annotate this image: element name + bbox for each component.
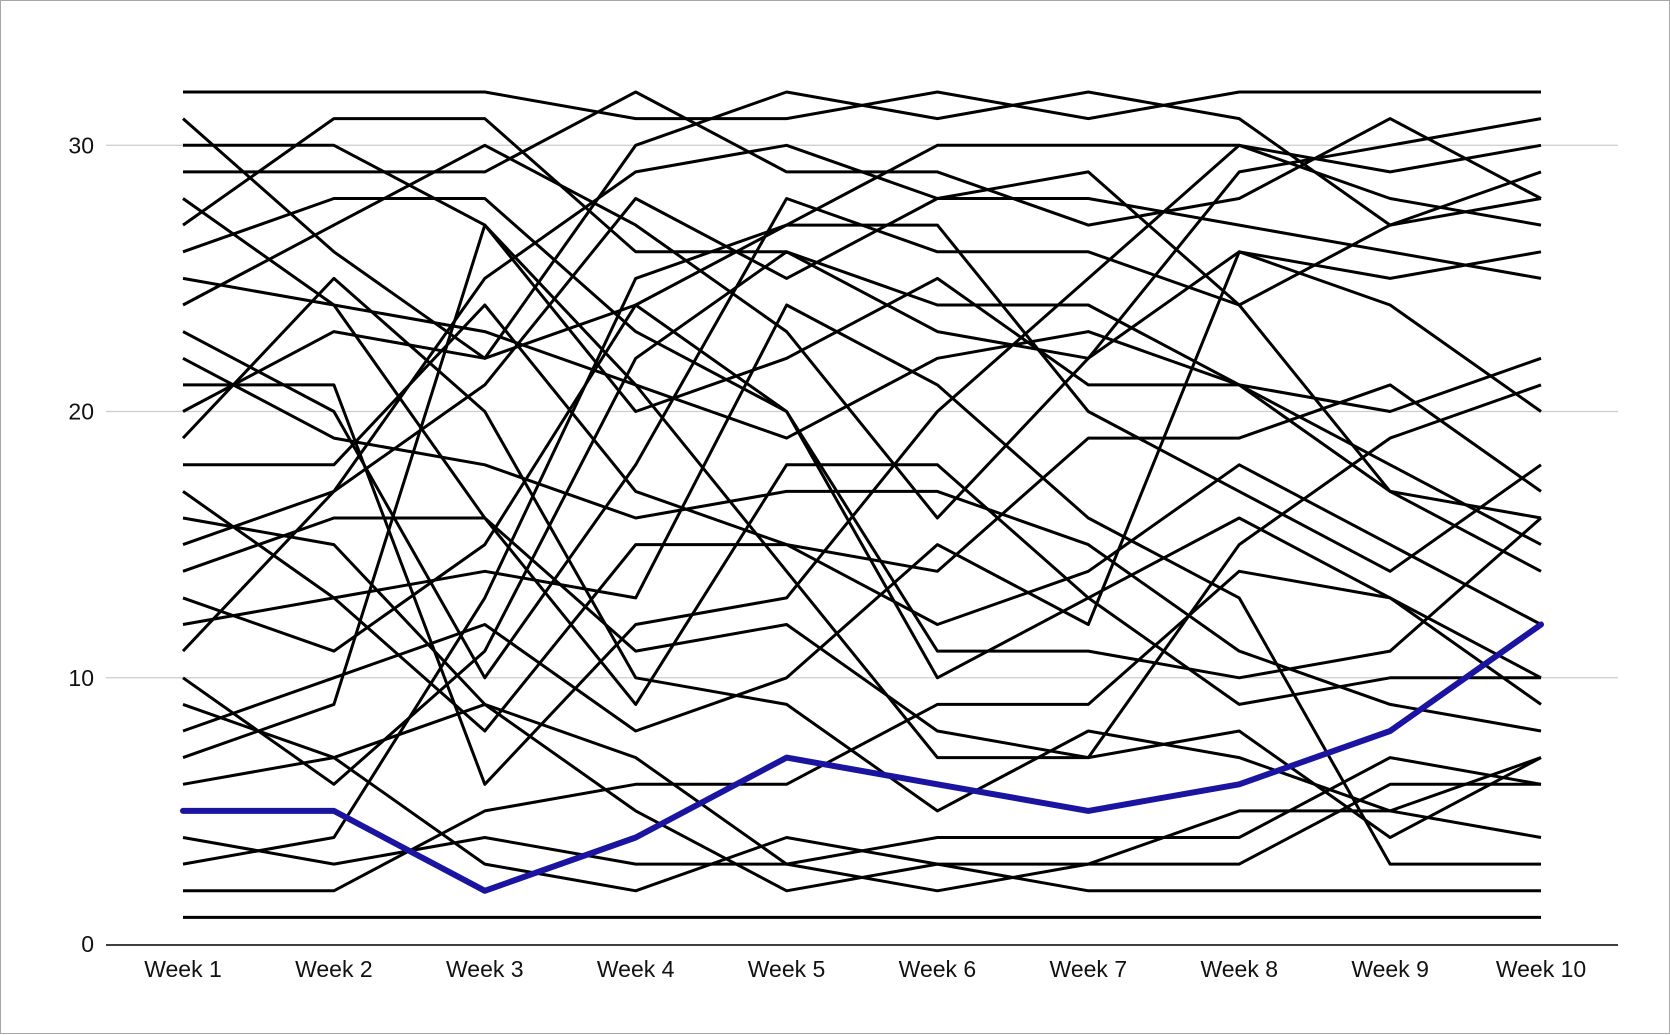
series-line-26 <box>182 223 1542 760</box>
series-line-6 <box>182 117 1542 546</box>
x-tick-label: Week 8 <box>1200 956 1278 982</box>
series-line-29 <box>182 223 1542 866</box>
series-line-14 <box>181 276 1542 839</box>
x-tick-label: Week 7 <box>1050 956 1128 982</box>
x-tick-label: Week 3 <box>446 956 524 982</box>
series-line-21 <box>182 303 1541 866</box>
y-tick-label: 0 <box>81 931 94 957</box>
series-line-5 <box>182 197 1542 520</box>
x-tick-label: Week 10 <box>1496 956 1586 982</box>
x-tick-label: Week 2 <box>295 956 373 982</box>
y-tick-labels: 0 10 20 30 <box>68 132 94 957</box>
series-line-20 <box>182 303 1542 706</box>
series-line-18 <box>182 197 1542 547</box>
series-line-highlight <box>180 621 1544 894</box>
x-tick-label: Week 4 <box>597 956 675 982</box>
series-line-16 <box>182 463 1542 733</box>
series-line-28 <box>182 756 1542 893</box>
series-lines <box>181 90 1542 919</box>
x-tick-label: Week 9 <box>1351 956 1429 982</box>
x-tick-label: Week 6 <box>899 956 977 982</box>
highlighted-series <box>180 621 1544 894</box>
y-tick-label: 10 <box>68 665 94 691</box>
series-line-11 <box>182 356 1542 733</box>
series-line-25 <box>182 250 1542 733</box>
series-line-24 <box>182 702 1541 893</box>
series-line-19 <box>182 463 1541 706</box>
x-tick-label: Week 1 <box>144 956 222 982</box>
x-tick-labels: Week 1 Week 2 Week 3 Week 4 Week 5 Week 6 Week… <box>144 956 1586 982</box>
y-tick-label: 20 <box>68 399 94 425</box>
y-tick-label: 30 <box>68 132 94 158</box>
series-line-4 <box>183 90 1542 227</box>
x-tick-label: Week 5 <box>748 956 826 982</box>
series-line-30 <box>183 569 1542 893</box>
series-line-7 <box>182 197 1542 680</box>
